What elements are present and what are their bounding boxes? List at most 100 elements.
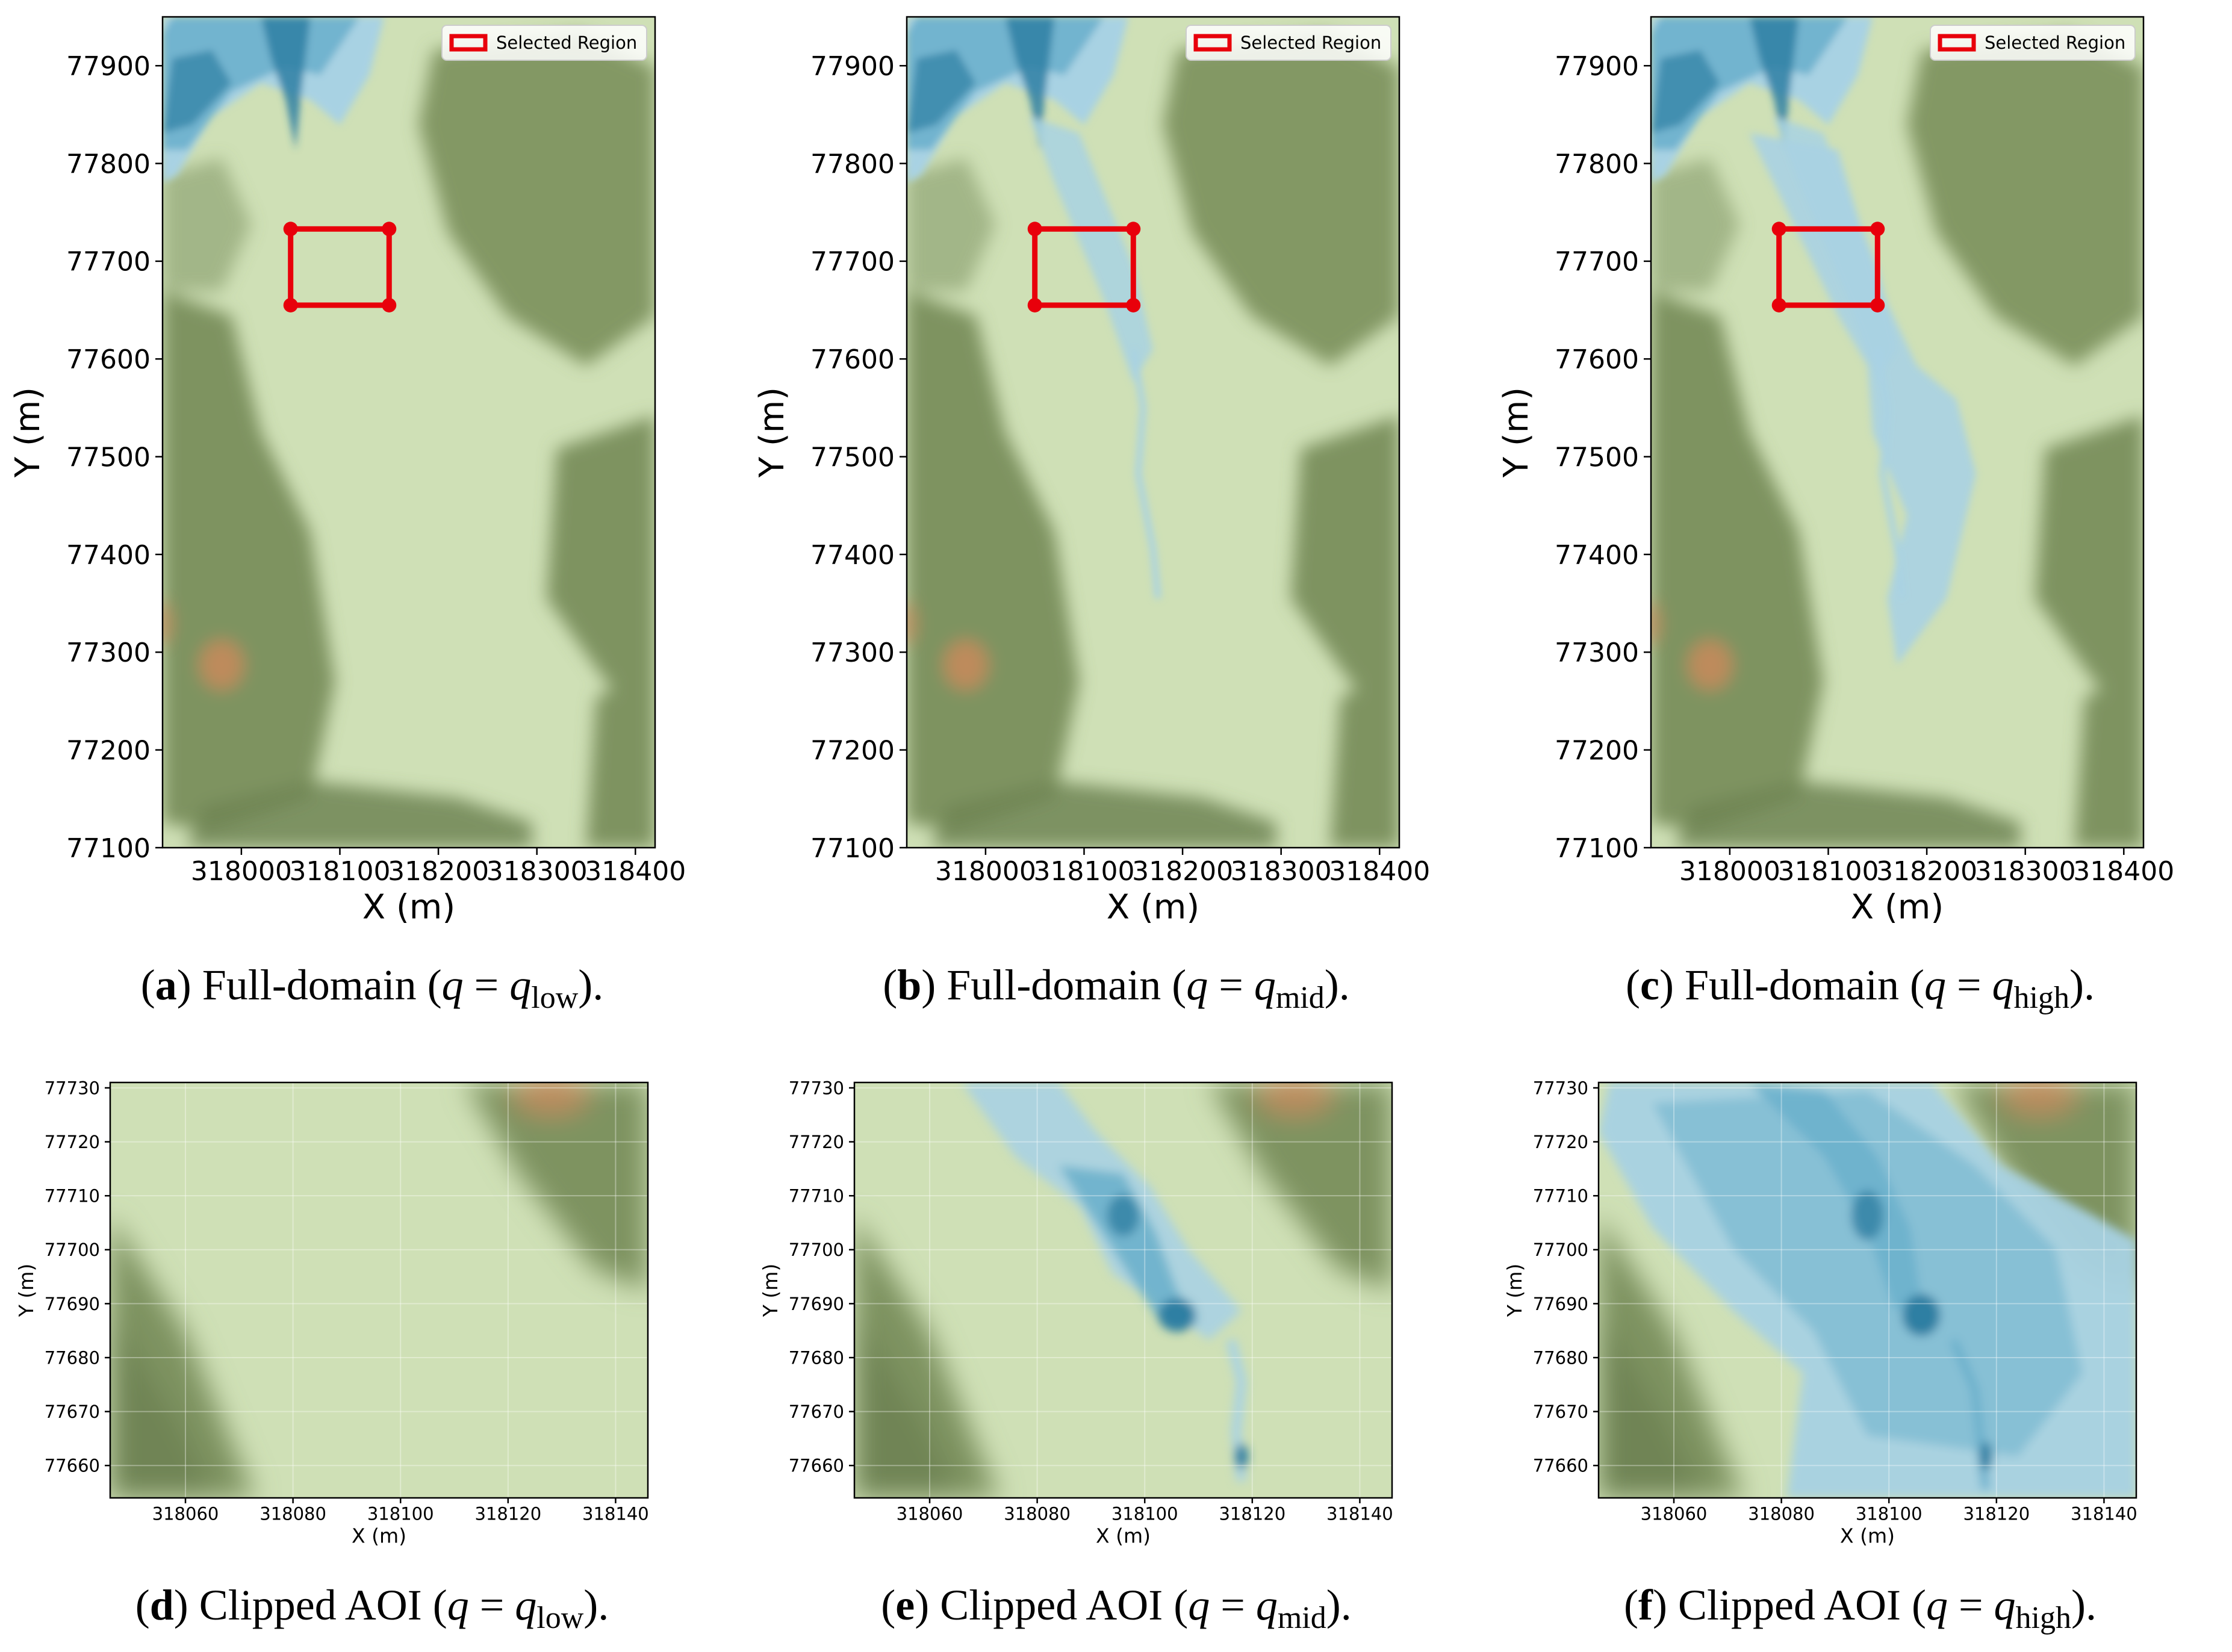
terrain-raster — [110, 1082, 648, 1498]
x-axis-label: X (m) — [352, 1524, 406, 1547]
y-tick-label: 77500 — [810, 442, 895, 473]
clipped-aoi-chart-f: 318060 318080 318100 318120 318140 77660 77670… — [1503, 1078, 2137, 1547]
legend: Selected Region — [441, 25, 647, 61]
y-tick-label: 77200 — [810, 735, 895, 766]
y-tick-label: 77100 — [1555, 833, 1639, 864]
clipped-aoi-panel-e: 318060 318080 318100 318120 318140 77660 77670… — [744, 1060, 1488, 1571]
x-tick-label: 318140 — [1326, 1504, 1393, 1524]
x-tick-label: 318100 — [1111, 1504, 1178, 1524]
legend: Selected Region — [1930, 25, 2136, 61]
y-axis-label: Y (m) — [1503, 1264, 1526, 1318]
axes-frame — [109, 1081, 649, 1499]
axes-frame — [906, 16, 1400, 849]
y-tick-label: 77500 — [66, 442, 151, 473]
y-tick-label: 77300 — [1555, 638, 1639, 668]
y-tick-label: 77800 — [66, 149, 151, 179]
clipped-aoi-panel-d: 318060 318080 318100 318120 318140 77660 77670… — [0, 1060, 744, 1571]
x-tick-label: 318080 — [1004, 1504, 1071, 1524]
y-tick-label: 77100 — [810, 833, 895, 864]
selected-region-box — [288, 226, 392, 308]
y-tick-label: 77680 — [789, 1347, 844, 1368]
y-tick-label: 77800 — [810, 149, 895, 179]
y-tick-label: 77680 — [1533, 1347, 1588, 1368]
x-tick-label: 318100 — [1777, 856, 1879, 887]
y-tick-label: 77690 — [1533, 1294, 1588, 1314]
y-tick-label: 77900 — [810, 51, 895, 82]
terrain-raster — [1599, 1082, 2136, 1498]
x-tick-label: 318200 — [1132, 856, 1233, 887]
selected-region-vertex — [1126, 222, 1141, 237]
axes-frame — [1597, 1081, 2137, 1499]
y-tick-label: 77730 — [789, 1078, 844, 1098]
y-tick-label: 77710 — [1533, 1186, 1588, 1206]
y-axis-label: Y (m) — [753, 387, 792, 478]
y-axis-label: Y (m) — [14, 1264, 38, 1318]
selected-region-vertex — [1771, 297, 1786, 312]
legend-swatch-selected-region — [449, 34, 488, 52]
x-tick-label: 318120 — [1963, 1504, 2030, 1524]
x-tick-label: 318100 — [289, 856, 390, 887]
x-axis-label: X (m) — [362, 888, 455, 927]
x-tick-label: 318300 — [487, 856, 588, 887]
plot-area: 318060 318080 318100 318120 318140 77660 77670… — [1503, 1078, 2137, 1547]
terrain-raster — [907, 17, 1399, 848]
x-tick-label: 318200 — [388, 856, 489, 887]
y-tick-label: 77600 — [66, 344, 151, 375]
selected-region-vertex — [283, 222, 298, 237]
y-tick-label: 77300 — [66, 638, 151, 668]
y-tick-label: 77700 — [1555, 247, 1639, 278]
y-tick-label: 77400 — [810, 540, 895, 571]
y-axis-label: Y (m) — [759, 1264, 782, 1318]
legend-label-selected-region: Selected Region — [1985, 33, 2125, 53]
y-tick-label: 77660 — [1533, 1456, 1588, 1476]
y-tick-label: 77700 — [45, 1240, 100, 1260]
axes-frame — [1650, 16, 2145, 849]
x-axis-label: X (m) — [1096, 1524, 1151, 1547]
selected-region-vertex — [1126, 297, 1141, 312]
caption-f: (f) Clipped AOI (q = qhigh). — [1624, 1581, 2097, 1635]
y-tick-label: 77660 — [789, 1456, 844, 1476]
y-tick-label: 77700 — [810, 247, 895, 278]
full-domain-panel-b: 318000 318100 318200 318300 318400 77100 77200… — [744, 0, 1488, 939]
axes-frame — [853, 1081, 1393, 1499]
y-tick-label: 77500 — [1555, 442, 1639, 473]
x-tick-label: 318080 — [1748, 1504, 1815, 1524]
y-tick-label: 77670 — [45, 1402, 100, 1422]
y-tick-label: 77690 — [45, 1294, 100, 1314]
x-tick-label: 318200 — [1876, 856, 1977, 887]
x-tick-label: 318300 — [1975, 856, 2076, 887]
x-axis-label: X (m) — [1107, 888, 1199, 927]
clipped-aoi-chart-d: 318060 318080 318100 318120 318140 77660 77670… — [14, 1078, 649, 1547]
y-tick-label: 77800 — [1555, 149, 1639, 179]
selected-region-vertex — [283, 297, 298, 312]
x-axis-label: X (m) — [1851, 888, 1944, 927]
y-axis-label: Y (m) — [8, 387, 48, 478]
y-axis-label: Y (m) — [1497, 387, 1536, 478]
y-tick-label: 77660 — [45, 1456, 100, 1476]
y-tick-label: 77900 — [66, 51, 151, 82]
y-tick-label: 77600 — [810, 344, 895, 375]
y-tick-label: 77300 — [810, 638, 895, 668]
selected-region-vertex — [1027, 222, 1042, 237]
x-tick-label: 318120 — [1219, 1504, 1285, 1524]
x-tick-label: 318060 — [1641, 1504, 1708, 1524]
y-tick-label: 77200 — [1555, 735, 1639, 766]
terrain-raster — [854, 1082, 1392, 1498]
x-tick-label: 318100 — [1856, 1504, 1923, 1524]
x-tick-label: 318400 — [2073, 856, 2174, 887]
plot-area: 318060 318080 318100 318120 318140 77660 77670… — [759, 1078, 1393, 1547]
x-tick-label: 318100 — [367, 1504, 434, 1524]
plot-area: 318060 318080 318100 318120 318140 77660 77670… — [14, 1078, 649, 1547]
y-tick-label: 77200 — [66, 735, 151, 766]
x-tick-label: 318000 — [191, 856, 292, 887]
legend: Selected Region — [1186, 25, 1391, 61]
caption-c: (c) Full-domain (q = qhigh). — [1626, 961, 2095, 1015]
x-tick-label: 318140 — [582, 1504, 649, 1524]
y-tick-label: 77600 — [1555, 344, 1639, 375]
legend-label-selected-region: Selected Region — [496, 33, 637, 53]
terrain-raster — [1651, 17, 2143, 848]
